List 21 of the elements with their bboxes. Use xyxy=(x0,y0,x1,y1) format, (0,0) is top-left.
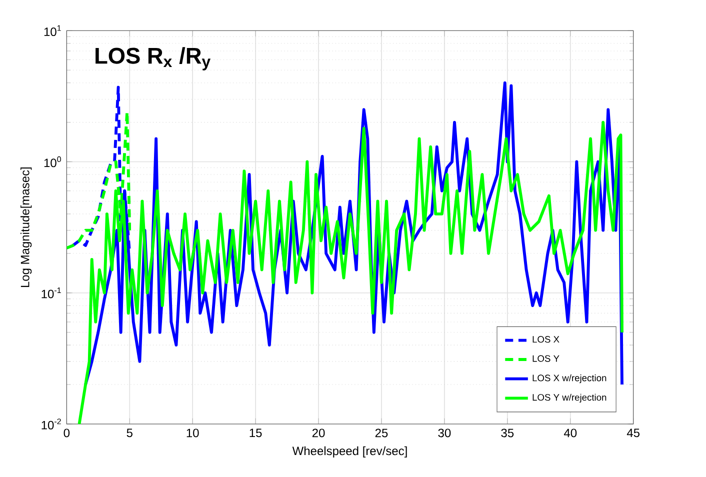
legend-label: LOS X w/rejection xyxy=(532,374,606,383)
legend-label: LOS Y xyxy=(532,355,560,362)
x-tick-label: 20 xyxy=(312,428,325,438)
x-tick-label: 0 xyxy=(64,428,70,438)
x-tick-label: 45 xyxy=(626,428,640,437)
x-tick-label: 40 xyxy=(564,428,577,438)
y-tick-label: 10$^{1}$ xyxy=(44,25,61,36)
y-tick-label: 10$^{-1}$ xyxy=(42,287,61,298)
x-tick-label: 15 xyxy=(250,428,262,437)
y-tick-label: 10$^{0}$ xyxy=(44,156,61,168)
x-axis-title: Wheelspeed [rev/sec] xyxy=(292,446,407,458)
legend-label: LOS Y w/rejection xyxy=(532,394,606,402)
x-tick-label: 10 xyxy=(186,428,199,438)
text: LOS R$_{x}$ /R$_{y}$ xyxy=(96,47,210,70)
legend-label: LOS X xyxy=(532,336,560,342)
x-tick-label: 5 xyxy=(126,428,132,437)
y-axis-title: Log Magnitude[masec] xyxy=(20,167,32,287)
y-tick-label: 10$^{-2}$ xyxy=(42,418,61,430)
x-tick-label: 35 xyxy=(501,428,514,438)
x-tick-label: 25 xyxy=(375,428,388,438)
x-tick-label: 30 xyxy=(438,428,451,438)
